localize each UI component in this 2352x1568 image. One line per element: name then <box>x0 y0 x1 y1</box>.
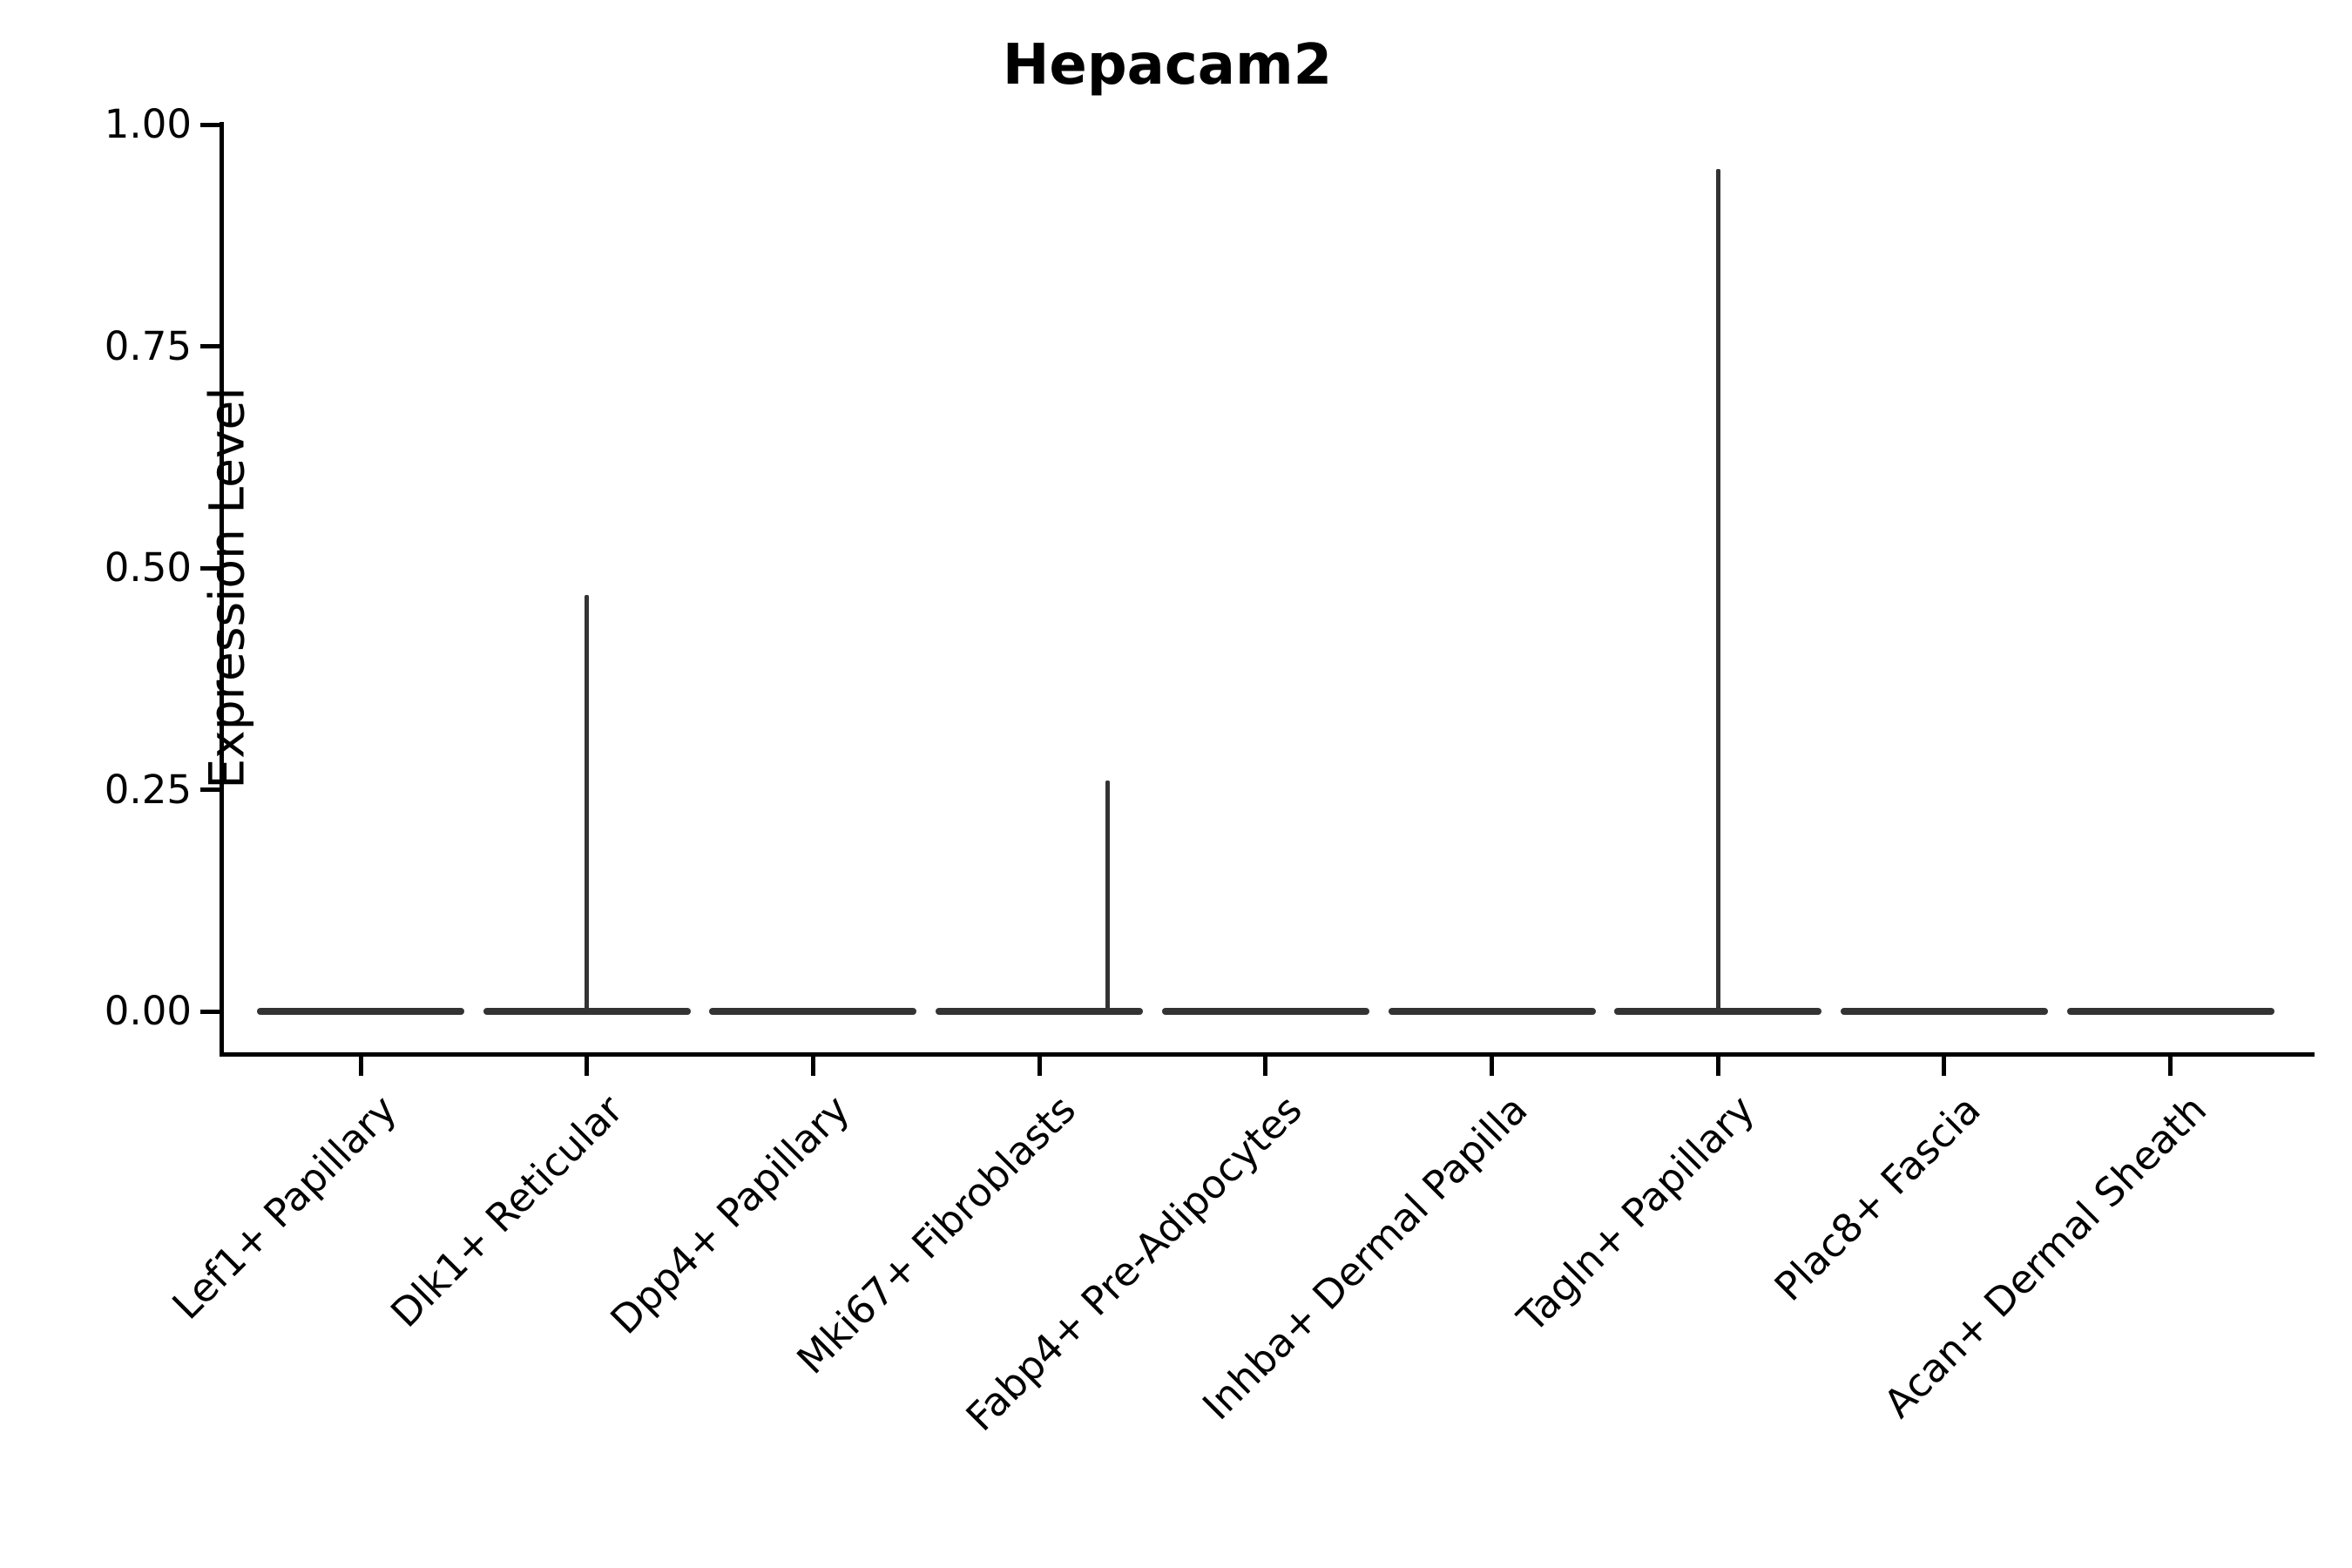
expression-spike <box>1715 168 1720 1013</box>
x-tick-mark <box>810 1057 815 1076</box>
y-tick-mark <box>200 344 220 348</box>
expression-spike <box>585 594 590 1013</box>
y-axis-label: Expression Level <box>199 387 255 789</box>
violin <box>1161 1008 1369 1015</box>
y-tick-mark <box>200 122 220 127</box>
violin <box>709 1008 917 1015</box>
y-tick-label: 0.75 <box>104 322 192 369</box>
x-tick-mark <box>1942 1057 1947 1076</box>
y-tick-label: 0.00 <box>104 988 192 1034</box>
expression-spike <box>1105 781 1110 1013</box>
violin <box>1388 1008 1596 1015</box>
x-tick-label: Dpp4+ Papillary <box>601 1086 858 1343</box>
y-tick-label: 1.00 <box>104 101 192 147</box>
y-tick-mark <box>200 565 220 571</box>
violin <box>1840 1008 2048 1015</box>
violin <box>257 1008 464 1015</box>
x-tick-mark <box>1037 1057 1042 1076</box>
x-tick-label: Dlk1+ Reticular <box>382 1086 632 1336</box>
x-tick-mark <box>1490 1057 1494 1076</box>
x-tick-label: Tagln+ Papillary <box>1508 1086 1763 1342</box>
x-tick-mark <box>358 1057 363 1076</box>
x-tick-label: Lef1+ Papillary <box>163 1086 406 1328</box>
x-tick-mark <box>585 1057 590 1076</box>
y-tick-mark <box>200 1009 220 1014</box>
violin <box>936 1008 1144 1015</box>
y-tick-label: 0.25 <box>104 766 192 813</box>
x-tick-label: Plac8+ Fascia <box>1765 1086 1990 1310</box>
y-tick-label: 0.50 <box>104 544 192 591</box>
x-axis-line <box>220 1052 2315 1057</box>
x-tick-mark <box>2168 1057 2173 1076</box>
y-axis-line <box>220 122 224 1057</box>
violin <box>2066 1008 2274 1015</box>
chart-title: Hepacam2 <box>1002 33 1333 98</box>
y-tick-mark <box>200 787 220 792</box>
x-tick-mark <box>1263 1057 1268 1076</box>
x-tick-mark <box>1715 1057 1720 1076</box>
